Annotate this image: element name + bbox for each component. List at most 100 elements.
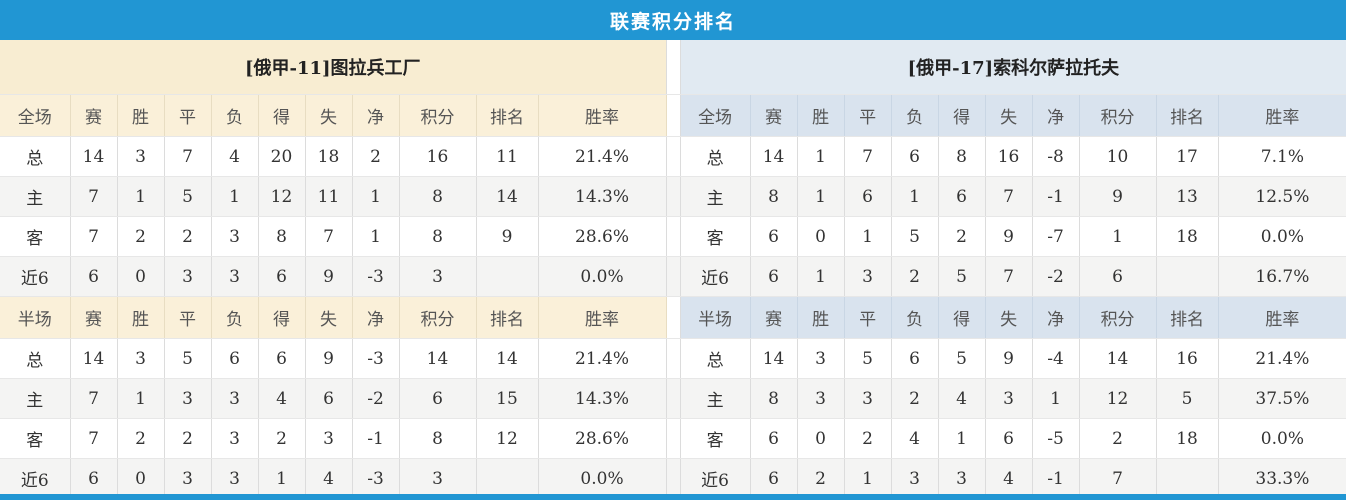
column-header: 净 (352, 296, 400, 339)
winrate-cell: 0.0% (1218, 418, 1346, 459)
rank-cell (476, 256, 539, 297)
stat-cell: 5 (938, 338, 986, 379)
stat-cell: 14 (750, 338, 798, 379)
rank-cell: 13 (1156, 176, 1219, 217)
stat-cell: 16 (985, 136, 1033, 177)
winrate-cell: 0.0% (538, 458, 667, 499)
points-cell: 9 (1079, 176, 1157, 217)
stat-cell: 3 (117, 338, 165, 379)
stat-cell: 5 (844, 338, 892, 379)
stat-cell: 3 (797, 378, 845, 419)
stat-cell: 1 (258, 458, 306, 499)
section-label: 半场 (680, 296, 751, 339)
row-label: 近6 (680, 458, 751, 499)
table-gap (666, 176, 681, 217)
team-name-right: [俄甲-17]索科尔萨拉托夫 (680, 40, 1346, 95)
stat-cell: -4 (1032, 338, 1080, 379)
stat-cell: 9 (985, 216, 1033, 257)
stat-cell: 3 (211, 378, 259, 419)
table-gap (666, 136, 681, 177)
column-header: 负 (891, 94, 939, 137)
stat-cell: -2 (352, 378, 400, 419)
stat-cell: 6 (258, 338, 306, 379)
winrate-cell: 21.4% (1218, 338, 1346, 379)
rank-cell: 16 (1156, 338, 1219, 379)
table-row: 主 7 1 5 1 12 11 1 8 14 14.3% 主 8 1 6 1 6 7 -1 9 13 12.5% (0, 176, 1346, 217)
stat-cell: 2 (164, 418, 212, 459)
row-label: 客 (0, 216, 71, 257)
stat-cell: -1 (352, 418, 400, 459)
rank-cell: 14 (476, 338, 539, 379)
points-cell: 10 (1079, 136, 1157, 177)
column-header: 胜率 (538, 296, 667, 339)
stat-cell: -7 (1032, 216, 1080, 257)
stat-cell: 3 (938, 458, 986, 499)
column-header: 胜 (797, 94, 845, 137)
rank-cell: 11 (476, 136, 539, 177)
stat-cell: 2 (891, 256, 939, 297)
column-header: 胜率 (538, 94, 667, 137)
column-header: 失 (985, 296, 1033, 339)
winrate-cell: 16.7% (1218, 256, 1346, 297)
stat-cell: 1 (1032, 378, 1080, 419)
points-cell: 6 (399, 378, 477, 419)
table-gap (666, 256, 681, 297)
table-gap (666, 418, 681, 459)
column-header: 平 (844, 94, 892, 137)
stat-cell: 3 (164, 458, 212, 499)
row-label: 主 (0, 176, 71, 217)
bottom-accent-bar (0, 494, 1346, 500)
stat-cell: 1 (938, 418, 986, 459)
stat-cell: 5 (164, 338, 212, 379)
stat-cell: 7 (70, 176, 118, 217)
winrate-cell: 14.3% (538, 176, 667, 217)
stat-cell: 1 (797, 256, 845, 297)
rank-cell: 17 (1156, 136, 1219, 177)
stat-cell: -8 (1032, 136, 1080, 177)
rank-cell (476, 458, 539, 499)
column-header: 积分 (1079, 94, 1157, 137)
column-header: 失 (305, 296, 353, 339)
stat-cell: -2 (1032, 256, 1080, 297)
row-label: 近6 (0, 256, 71, 297)
stat-cell: 6 (211, 338, 259, 379)
column-header: 失 (985, 94, 1033, 137)
points-cell: 7 (1079, 458, 1157, 499)
points-cell: 8 (399, 216, 477, 257)
stat-cell: 4 (891, 418, 939, 459)
column-header: 胜率 (1218, 94, 1346, 137)
stat-cell: -3 (352, 458, 400, 499)
stat-cell: 1 (844, 216, 892, 257)
winrate-cell: 33.3% (1218, 458, 1346, 499)
stat-cell: 11 (305, 176, 353, 217)
column-header: 胜 (117, 94, 165, 137)
points-cell: 12 (1079, 378, 1157, 419)
winrate-cell: 28.6% (538, 418, 667, 459)
stat-cell: 14 (70, 338, 118, 379)
row-label: 近6 (0, 458, 71, 499)
stat-cell: 7 (70, 418, 118, 459)
table-gap (666, 338, 681, 379)
stat-cell: 6 (750, 418, 798, 459)
stat-cell: 6 (891, 136, 939, 177)
column-header: 排名 (476, 94, 539, 137)
column-header: 平 (164, 94, 212, 137)
stat-cell: 0 (117, 256, 165, 297)
stat-cell: 5 (164, 176, 212, 217)
stat-cell: 7 (164, 136, 212, 177)
winrate-cell: 28.6% (538, 216, 667, 257)
column-header: 排名 (1156, 296, 1219, 339)
stat-cell: 1 (352, 176, 400, 217)
table-row: 总 14 3 7 4 20 18 2 16 11 21.4% 总 14 1 7 6 8 16 -8 10 17 7.1% (0, 136, 1346, 177)
stat-cell: 2 (117, 418, 165, 459)
section-header-row: 半场赛胜平负得失净积分 排名 胜率 半场赛胜平负得失净积分 排名 胜率 (0, 296, 1346, 339)
stat-cell: 7 (305, 216, 353, 257)
row-label: 总 (0, 338, 71, 379)
row-label: 近6 (680, 256, 751, 297)
table-row: 客 7 2 2 3 8 7 1 8 9 28.6% 客 6 0 1 5 2 9 -7 1 18 0.0% (0, 216, 1346, 257)
winrate-cell: 21.4% (538, 338, 667, 379)
stat-cell: 0 (797, 216, 845, 257)
stat-cell: 4 (985, 458, 1033, 499)
column-header: 积分 (399, 94, 477, 137)
stat-cell: 9 (985, 338, 1033, 379)
